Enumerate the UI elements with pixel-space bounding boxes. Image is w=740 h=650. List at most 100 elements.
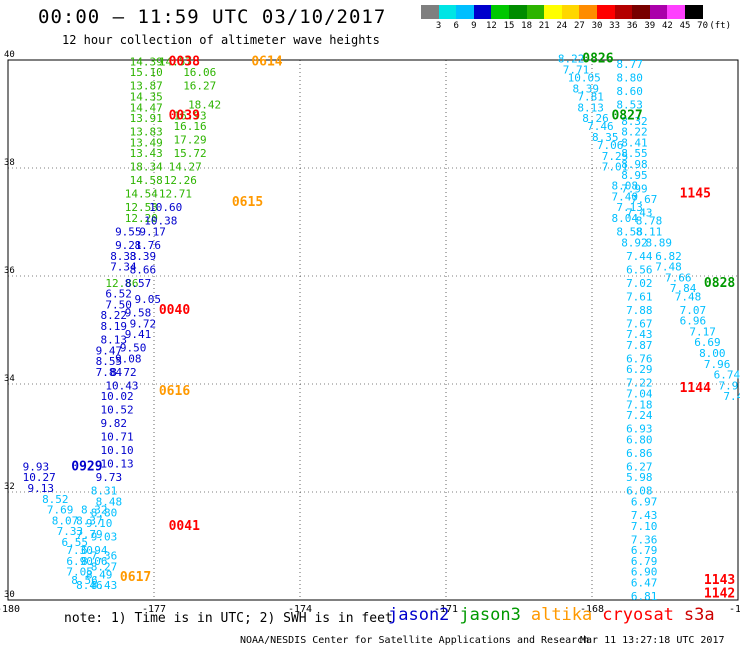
wave-height-value: 10.13 — [100, 458, 133, 471]
color-scale-label: 6 — [453, 21, 459, 31]
color-swatch — [491, 5, 509, 19]
wave-height-value: 7.48 — [675, 290, 702, 303]
wave-height-value: 7.05 — [66, 566, 93, 579]
color-scale-bar — [421, 5, 703, 19]
legend-altika: altika — [530, 605, 593, 625]
y-tick-label: 32 — [4, 482, 15, 492]
wave-height-value: 7.87 — [626, 339, 653, 352]
color-scale-label: 15 — [503, 21, 515, 31]
legend-s3a: s3a — [683, 605, 715, 625]
color-swatch — [421, 5, 439, 19]
color-scale-label: 24 — [556, 21, 568, 31]
wave-height-value: 6.90 — [631, 566, 658, 579]
wave-height-value: 6.69 — [694, 336, 721, 349]
wave-height-value: 7.04 — [626, 388, 653, 401]
wave-height-value: 8.66 — [130, 263, 157, 276]
wave-height-value: 14.54 — [125, 188, 158, 201]
wave-height-value: 18.42 — [188, 99, 221, 112]
wave-height-value: 7.84 — [670, 282, 697, 295]
wave-height-value: 9.58 — [125, 307, 152, 320]
wave-height-value: 7.61 — [626, 290, 653, 303]
wave-height-value: 8.00 — [699, 347, 726, 360]
wave-height-value: 7.71 — [563, 64, 590, 77]
wave-height-value: 17.29 — [173, 134, 206, 147]
wave-height-value: 7.01 — [602, 161, 629, 174]
color-scale-label: 18 — [521, 21, 533, 31]
color-scale-label: 39 — [644, 21, 656, 31]
wave-height-value: 7.79 — [76, 528, 103, 541]
wave-height-value: 15.72 — [173, 147, 206, 160]
wave-height-value: 6.76 — [626, 352, 653, 365]
pass-time-label: 0615 — [232, 195, 263, 210]
wave-height-value: 8.22 — [558, 53, 585, 66]
wave-height-value: 6.55 — [62, 536, 89, 549]
wave-height-value: 8.89 — [646, 236, 673, 249]
wave-height-value: 6.81 — [631, 590, 658, 603]
wave-height-value: 8.06 — [81, 555, 108, 568]
pass-time-labels: 0038 0614 0039 0615 0040 0616 0929 0041 0617 0826… — [71, 52, 735, 602]
legend-cryosat: cryosat — [602, 605, 674, 625]
wave-height-value: 12.86 — [105, 277, 138, 290]
wave-height-value: 7.17 — [689, 325, 716, 338]
color-swatch — [684, 5, 703, 19]
wave-height-value: 8.43 — [91, 579, 118, 592]
wave-height-value: 8.11 — [636, 226, 663, 239]
wave-height-value: 8.48 — [96, 496, 123, 509]
wave-height-value: 8.26 — [582, 112, 609, 125]
wave-height-value: 7.30 — [66, 544, 93, 557]
color-swatch — [596, 5, 615, 19]
color-swatch — [473, 5, 492, 19]
wave-height-value: 7.33 — [57, 525, 84, 538]
wave-height-value: 8.49 — [86, 568, 113, 581]
color-scale-label: 12 — [485, 21, 497, 31]
wave-height-value: 14.35 — [130, 91, 163, 104]
wave-height-value: 7.13 — [616, 201, 643, 214]
wave-height-value: 8.78 — [636, 215, 663, 228]
wave-height-value: 10.52 — [100, 404, 133, 417]
wave-height-value: 10.10 — [100, 444, 133, 457]
wave-height-value: 7.43 — [631, 509, 658, 522]
pass-time-label: 0614 — [251, 54, 282, 69]
wave-height-value: 8.80 — [91, 506, 118, 519]
wave-height-value: 8.37 — [76, 514, 103, 527]
color-swatch — [579, 5, 597, 19]
wave-height-value: 8.95 — [621, 169, 648, 182]
chart-subtitle: 12 hour collection of altimeter wave hei… — [62, 33, 380, 47]
wave-height-value: 7.25 — [602, 150, 629, 163]
satellite-legend: jason2 jason3 altika cryosat s3a — [388, 605, 725, 625]
wave-height-value: 9.03 — [91, 531, 118, 544]
wave-height-value: 9.93 — [23, 460, 49, 473]
wave-height-value: 7.48 — [655, 261, 682, 274]
wave-height-value: 6.27 — [626, 460, 653, 473]
wave-height-value: 14.39 — [130, 55, 163, 68]
generated-timestamp: Mar 11 13:27:18 UTC 2017 — [580, 635, 725, 646]
color-swatch — [667, 5, 685, 19]
wave-height-value: 9.50 — [120, 342, 147, 355]
wave-height-value: 13.91 — [130, 112, 163, 125]
legend-jason2: jason2 — [388, 605, 450, 625]
x-tick-label: -16 — [729, 604, 740, 615]
wave-height-value: 16.27 — [183, 80, 216, 93]
wave-height-value: 7.81 — [577, 91, 604, 104]
wave-height-value: 7.10 — [631, 520, 658, 533]
wave-height-value: 5.98 — [626, 471, 653, 484]
chart-title: 00:00 — 11:59 UTC 03/10/2017 — [38, 6, 387, 28]
wave-height-value: 12.20 — [125, 212, 158, 225]
wave-height-value: 8.57 — [125, 277, 152, 290]
wave-height-value: 14.47 — [130, 101, 163, 114]
pass-time-label: 0929 — [71, 459, 102, 474]
footer-note: note: 1) Time is in UTC; 2) SWH is in fe… — [64, 611, 393, 626]
y-tick-label: 38 — [4, 158, 15, 168]
wave-height-value: 7.36 — [631, 533, 658, 546]
pass-time-label: 0040 — [159, 303, 190, 318]
wave-height-value: 6.29 — [626, 363, 653, 376]
credit-text: NOAA/NESDIS Center for Satellite Applica… — [240, 635, 590, 646]
color-swatch — [544, 5, 562, 19]
wave-height-value: 8.60 — [616, 85, 643, 98]
x-tick-label: -174 — [288, 604, 312, 615]
color-swatch — [526, 5, 545, 19]
pass-time-label: 0826 — [582, 52, 613, 67]
y-tick-label: 30 — [4, 590, 15, 600]
wave-height-value: 8.33 — [110, 250, 137, 263]
